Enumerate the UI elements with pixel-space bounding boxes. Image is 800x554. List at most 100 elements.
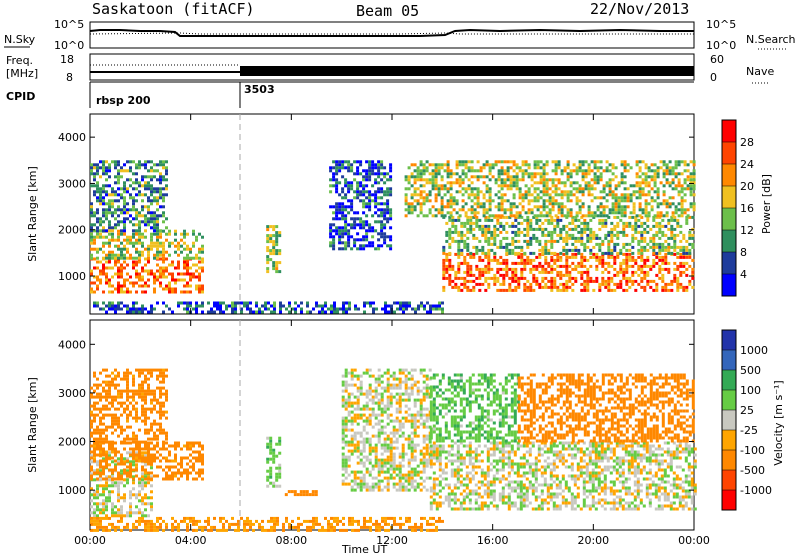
power-cell-2	[159, 193, 162, 197]
velocity-cell-5	[365, 455, 369, 459]
power-cell-7	[413, 187, 417, 191]
power-cell-7	[434, 199, 438, 203]
power-cell-6	[682, 248, 686, 252]
power-cell-8	[216, 307, 219, 311]
power-cell-6	[667, 218, 671, 222]
power-cell-4	[377, 190, 381, 194]
velocity-cell-0	[129, 502, 132, 506]
power-cell-2	[153, 229, 156, 233]
velocity-cell-5	[389, 383, 393, 387]
power-cell-1	[90, 253, 93, 257]
power-cell-7	[476, 211, 480, 215]
power-cell-5	[607, 255, 611, 259]
velocity-cell-1	[102, 447, 105, 451]
velocity-cell-5	[374, 380, 378, 384]
power-cell-7	[503, 172, 507, 176]
power-cell-3	[266, 270, 270, 274]
power-cell-4	[329, 205, 333, 209]
power-cell-2	[141, 175, 144, 179]
power-cell-3	[275, 261, 279, 265]
velocity-cell-1	[180, 456, 183, 460]
power-cell-5	[637, 255, 641, 259]
power-cell-6	[499, 230, 503, 234]
power-cell-7	[689, 184, 693, 188]
power-cell-2	[117, 160, 120, 164]
velocity-cell-5	[356, 422, 360, 426]
power-cell-1	[180, 244, 183, 248]
power-cell-1	[147, 256, 150, 260]
power-cell-1	[117, 256, 120, 260]
power-cell-4	[374, 193, 378, 197]
power-cell-4	[347, 235, 351, 239]
power-cell-2	[138, 190, 141, 194]
power-cell-0	[144, 269, 147, 273]
velocity-cell-0	[102, 502, 105, 506]
velocity-cell-2	[150, 428, 153, 432]
power-cell-7	[413, 169, 417, 173]
power-cell-4	[347, 160, 351, 164]
power-cell-2	[111, 199, 114, 203]
power-cell-5	[511, 276, 515, 280]
power-cell-2	[162, 196, 165, 200]
power-cell-7	[539, 160, 543, 164]
power-cell-0	[174, 287, 177, 291]
power-cell-7	[575, 181, 579, 185]
power-cell-5	[442, 264, 446, 268]
power-cell-1	[108, 253, 111, 257]
power-cell-1	[177, 244, 180, 248]
velocity-cell-5	[383, 449, 387, 453]
power-cell-0	[120, 266, 123, 270]
velocity-cell-0	[144, 508, 147, 512]
power-cell-8	[402, 301, 405, 305]
power-cell-8	[150, 310, 153, 314]
power-cell-7	[620, 214, 624, 218]
velocity-cell-5	[365, 467, 369, 471]
velocity-cell-5	[356, 431, 360, 435]
power-cell-4	[383, 241, 387, 245]
velocity-cell-5	[389, 452, 393, 456]
power-cell-8	[288, 301, 291, 305]
power-cell-7	[488, 169, 492, 173]
power-cell-0	[123, 284, 126, 288]
velocity-cell-5	[371, 476, 375, 480]
power-cell-7	[596, 166, 600, 170]
velocity-cell-1	[159, 447, 162, 451]
power-cell-7	[644, 211, 648, 215]
power-cell-2	[138, 166, 141, 170]
power-cell-7	[560, 190, 564, 194]
power-cell-2	[102, 160, 105, 164]
power-cell-2	[105, 172, 108, 176]
power-cell-7	[440, 205, 444, 209]
velocity-cell-0	[105, 505, 108, 509]
velocity-cell-5	[374, 458, 378, 462]
power-cell-7	[644, 202, 648, 206]
power-cell-7	[437, 190, 441, 194]
power-cell-7	[563, 214, 567, 218]
power-cell-7	[530, 184, 534, 188]
velocity-cell-5	[368, 422, 372, 426]
power-cell-0	[171, 260, 174, 264]
power-cell-7	[638, 190, 642, 194]
power-cell-5	[550, 270, 554, 274]
velocity-cell-5	[380, 458, 384, 462]
velocity-cell-5	[350, 428, 354, 432]
power-cell-4	[353, 244, 357, 248]
power-cell-4	[383, 232, 387, 236]
power-cell-4	[338, 247, 342, 251]
power-cell-5	[457, 264, 461, 268]
power-cell-0	[186, 263, 189, 267]
power-cell-4	[347, 241, 351, 245]
power-cell-6	[673, 227, 677, 231]
power-cell-6	[526, 233, 530, 237]
velocity-cell-0	[117, 490, 120, 494]
power-cell-7	[566, 193, 570, 197]
power-cell-2	[132, 172, 135, 176]
power-cell-6	[448, 242, 452, 246]
velocity-cell-1	[147, 444, 150, 448]
power-cell-6	[511, 236, 515, 240]
velocity-cell-5	[359, 416, 363, 420]
power-cell-6	[658, 221, 662, 225]
power-cell-7	[407, 181, 411, 185]
power-cell-4	[368, 202, 372, 206]
power-cell-5	[499, 267, 503, 271]
